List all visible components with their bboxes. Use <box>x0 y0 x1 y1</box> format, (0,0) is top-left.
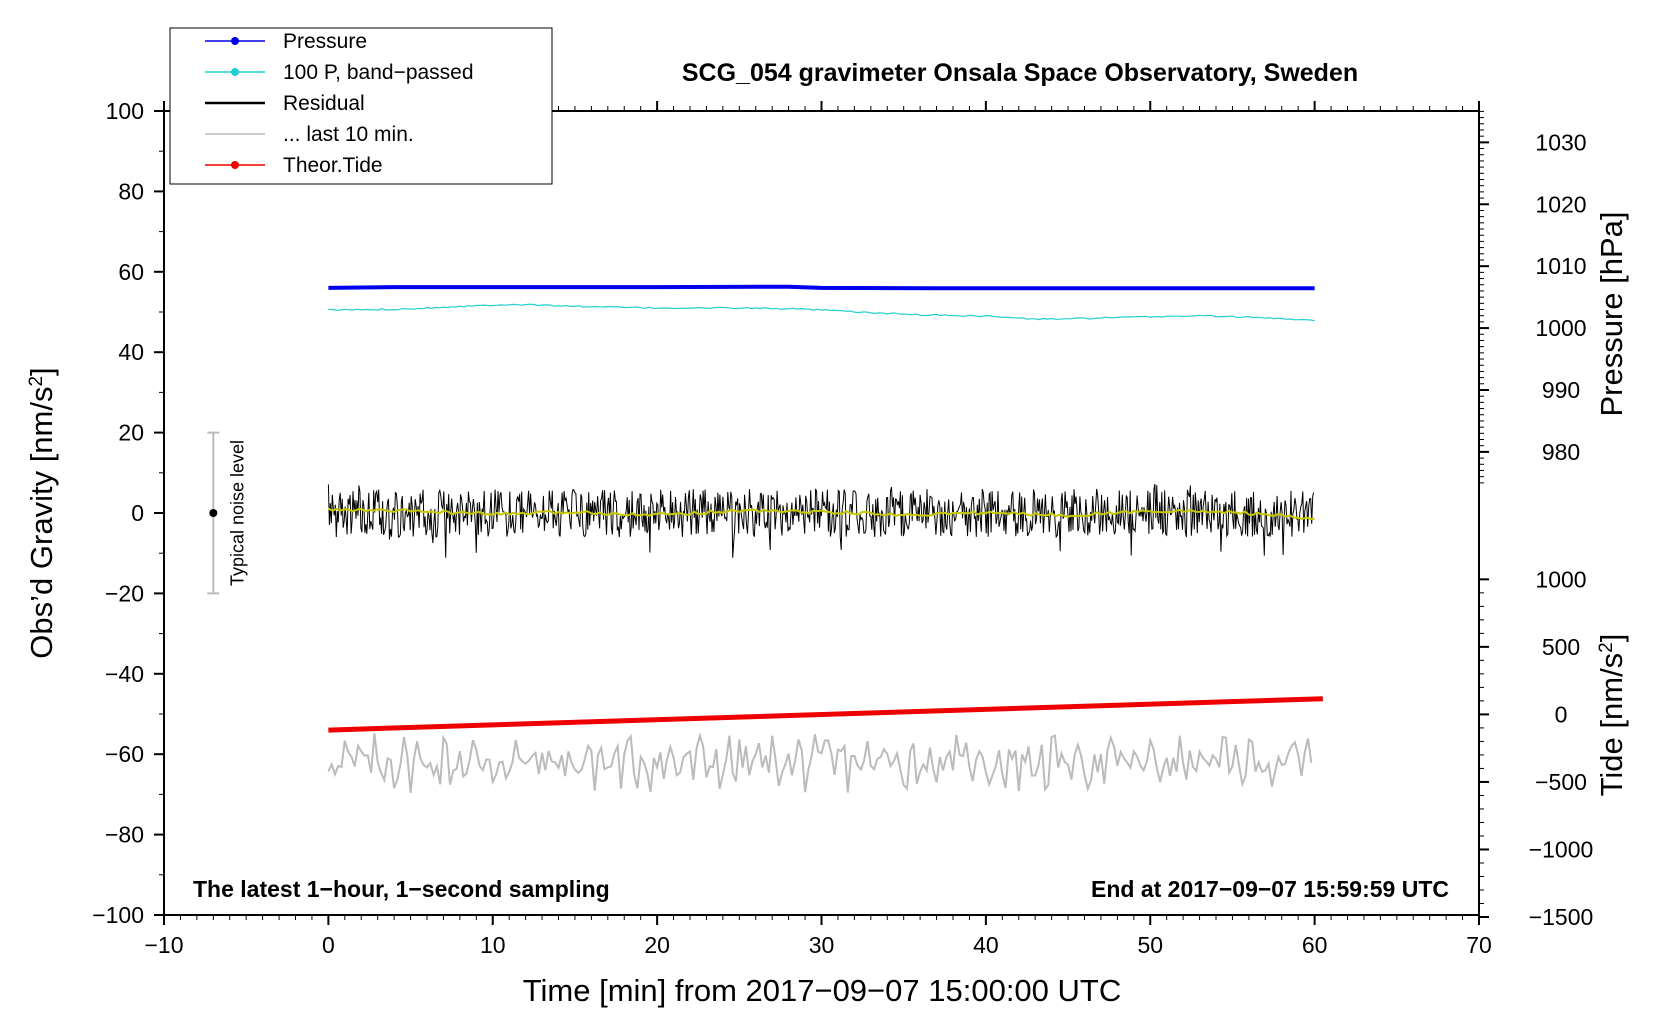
noise-bar-label: Typical noise level <box>227 440 247 586</box>
tide-tick-label: −1500 <box>1529 904 1594 930</box>
noise-bar-center-dot <box>209 509 218 517</box>
tide-axis-title-base: Tide [nm/s <box>1594 653 1629 797</box>
tide-axis-title-sup: 2 <box>1596 642 1617 653</box>
x-tick-label: 30 <box>809 932 835 958</box>
series-theor-tide <box>328 696 1323 733</box>
tide-axis-title-end: ] <box>1594 634 1629 643</box>
y-tick-label: 100 <box>106 98 144 124</box>
tide-tick-label: 1000 <box>1535 566 1586 592</box>
series-residual-smoothed <box>327 507 1315 521</box>
y-tick-label: −40 <box>105 661 144 687</box>
tide-tick-label: −1000 <box>1529 836 1594 862</box>
pressure-tick-label: 1020 <box>1535 191 1586 217</box>
legend-marker <box>231 161 239 169</box>
annotation-end-time: End at 2017−09−07 15:59:59 UTC <box>1091 876 1449 902</box>
y-axis-title: Obs’d Gravity [nm/s2] <box>24 367 59 658</box>
axis-ticks <box>154 101 1489 925</box>
y-axis-title-end: ] <box>24 367 59 376</box>
series-last-10-min <box>327 732 1313 793</box>
x-tick-label: 10 <box>480 932 506 958</box>
y-tick-label: 40 <box>118 339 144 365</box>
y-tick-label: 80 <box>118 178 144 204</box>
legend-marker <box>231 68 239 76</box>
pressure-tick-label: 1010 <box>1535 253 1586 279</box>
x-tick-label: 50 <box>1137 932 1163 958</box>
legend-label: ... last 10 min. <box>283 123 414 146</box>
annotation-sampling: The latest 1−hour, 1−second sampling <box>193 876 610 902</box>
y-tick-label: −20 <box>105 580 144 606</box>
chart-title: SCG_054 gravimeter Onsala Space Observat… <box>682 59 1358 87</box>
y-tick-label: −80 <box>105 822 144 848</box>
y-tick-label: −100 <box>92 902 144 928</box>
legend-label: 100 P, band−passed <box>283 61 474 84</box>
x-tick-label: 20 <box>644 932 670 958</box>
tide-axis-title: Tide [nm/s2] <box>1594 634 1629 797</box>
x-axis-title: Time [min] from 2017−09−07 15:00:00 UTC <box>523 973 1122 1008</box>
tide-tick-label: 500 <box>1542 634 1580 660</box>
tide-tick-label: −500 <box>1535 769 1587 795</box>
y-axis-title-sup: 2 <box>26 376 47 387</box>
x-tick-label: −10 <box>144 932 183 958</box>
y-tick-label: −60 <box>105 741 144 767</box>
pressure-tick-label: 1030 <box>1535 129 1586 155</box>
legend-marker <box>231 37 239 45</box>
pressure-tick-label: 990 <box>1542 377 1580 403</box>
pressure-tick-label: 980 <box>1542 439 1580 465</box>
legend-box <box>169 27 553 185</box>
tide-tick-label: 0 <box>1555 701 1568 727</box>
y-tick-label: 0 <box>131 500 144 526</box>
x-tick-label: 70 <box>1466 932 1492 958</box>
legend-label: Residual <box>283 92 365 115</box>
legend: Pressure 100 P, band−passed Residual ... la… <box>169 27 553 185</box>
x-tick-label: 60 <box>1302 932 1328 958</box>
y-tick-label: 20 <box>118 420 144 446</box>
data-series <box>327 284 1323 793</box>
pressure-tick-label: 1000 <box>1535 315 1586 341</box>
legend-label: Theor.Tide <box>283 154 383 177</box>
legend-label: Pressure <box>283 30 367 53</box>
y-tick-label: 60 <box>118 259 144 285</box>
axis-tick-labels: −10 0 10 20 30 40 50 60 70100806040200−20−40−60−… <box>92 98 1593 958</box>
y-axis-title-base: Obs’d Gravity [nm/s <box>24 387 59 659</box>
pressure-axis-title: Pressure [hPa] <box>1594 211 1629 416</box>
x-tick-label: 40 <box>973 932 999 958</box>
series-pressure <box>328 284 1315 291</box>
noise-level-bar: Typical noise level <box>207 431 247 595</box>
series-pressure-band-passed <box>328 303 1315 322</box>
x-tick-label: 0 <box>322 932 335 958</box>
series-residual <box>327 483 1315 558</box>
